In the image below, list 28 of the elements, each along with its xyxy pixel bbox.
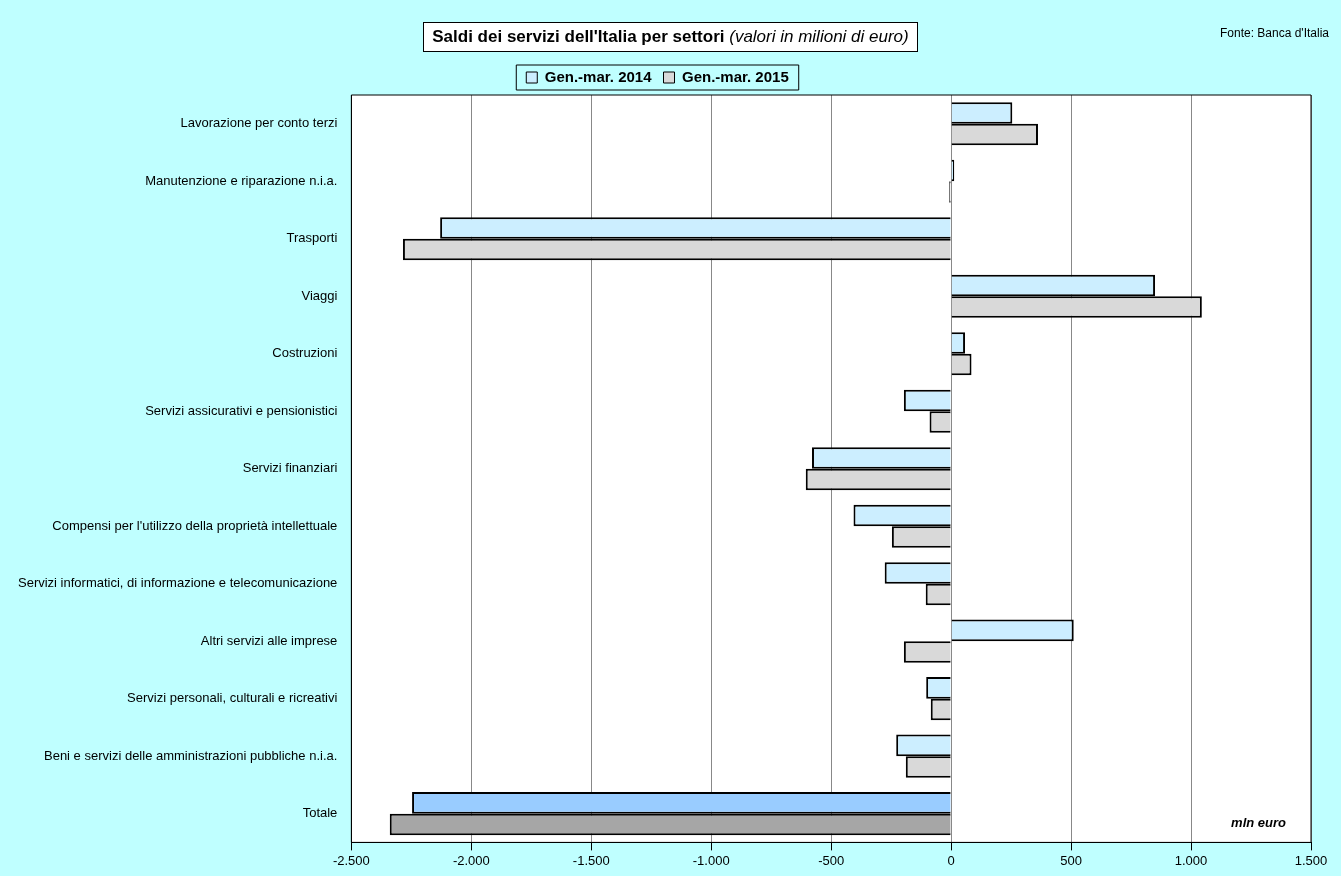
x-tick-label: -2.500 (332, 852, 370, 868)
x-tick-label: -2.000 (452, 852, 490, 868)
y-tick-label: Servizi personali, culturali e ricreativi (127, 690, 338, 706)
annotation: mln euro (1231, 815, 1287, 831)
x-tick-label: 1.000 (1174, 852, 1208, 868)
y-tick-label: Altri servizi alle imprese (200, 632, 338, 648)
y-tick-label: Servizi informatici, di informazione e telecomunicazione (17, 575, 338, 591)
y-tick-label: Viaggi (301, 287, 338, 303)
chart-title: Saldi dei servizi dell'Italia per settori (432, 27, 725, 46)
y-tick-label: Servizi finanziari (242, 460, 338, 476)
y-tick-label: Servizi assicurativi e pensionistici (145, 402, 338, 418)
y-tick-label: Beni e servizi delle amministrazioni pubbliche n.i.a. (43, 747, 338, 763)
y-tick-label: Trasporti (286, 230, 338, 246)
x-tick-label: 1.500 (1294, 852, 1328, 868)
x-tick-label: 0 (947, 852, 955, 868)
chart-subtitle: (valori in milioni di euro) (729, 27, 909, 46)
y-tick-label: Totale (302, 805, 338, 821)
x-tick-label: -1.000 (692, 852, 730, 868)
x-tick-label: 500 (1060, 852, 1082, 868)
x-tick-label: -500 (818, 852, 845, 868)
legend-label: Gen.-mar. 2014 (544, 67, 653, 85)
y-tick-label: Lavorazione per conto terzi (180, 115, 338, 131)
y-tick-label: Compensi per l'utilizzo della proprietà intellettuale (52, 517, 338, 533)
source-note: Fonte: Banca d'Italia (1219, 26, 1329, 40)
y-tick-label: Costruzioni (272, 345, 338, 361)
x-tick-label: -1.500 (572, 852, 610, 868)
legend-label: Gen.-mar. 2015 (682, 67, 789, 85)
y-tick-label: Manutenzione e riparazione n.i.a. (145, 172, 338, 188)
